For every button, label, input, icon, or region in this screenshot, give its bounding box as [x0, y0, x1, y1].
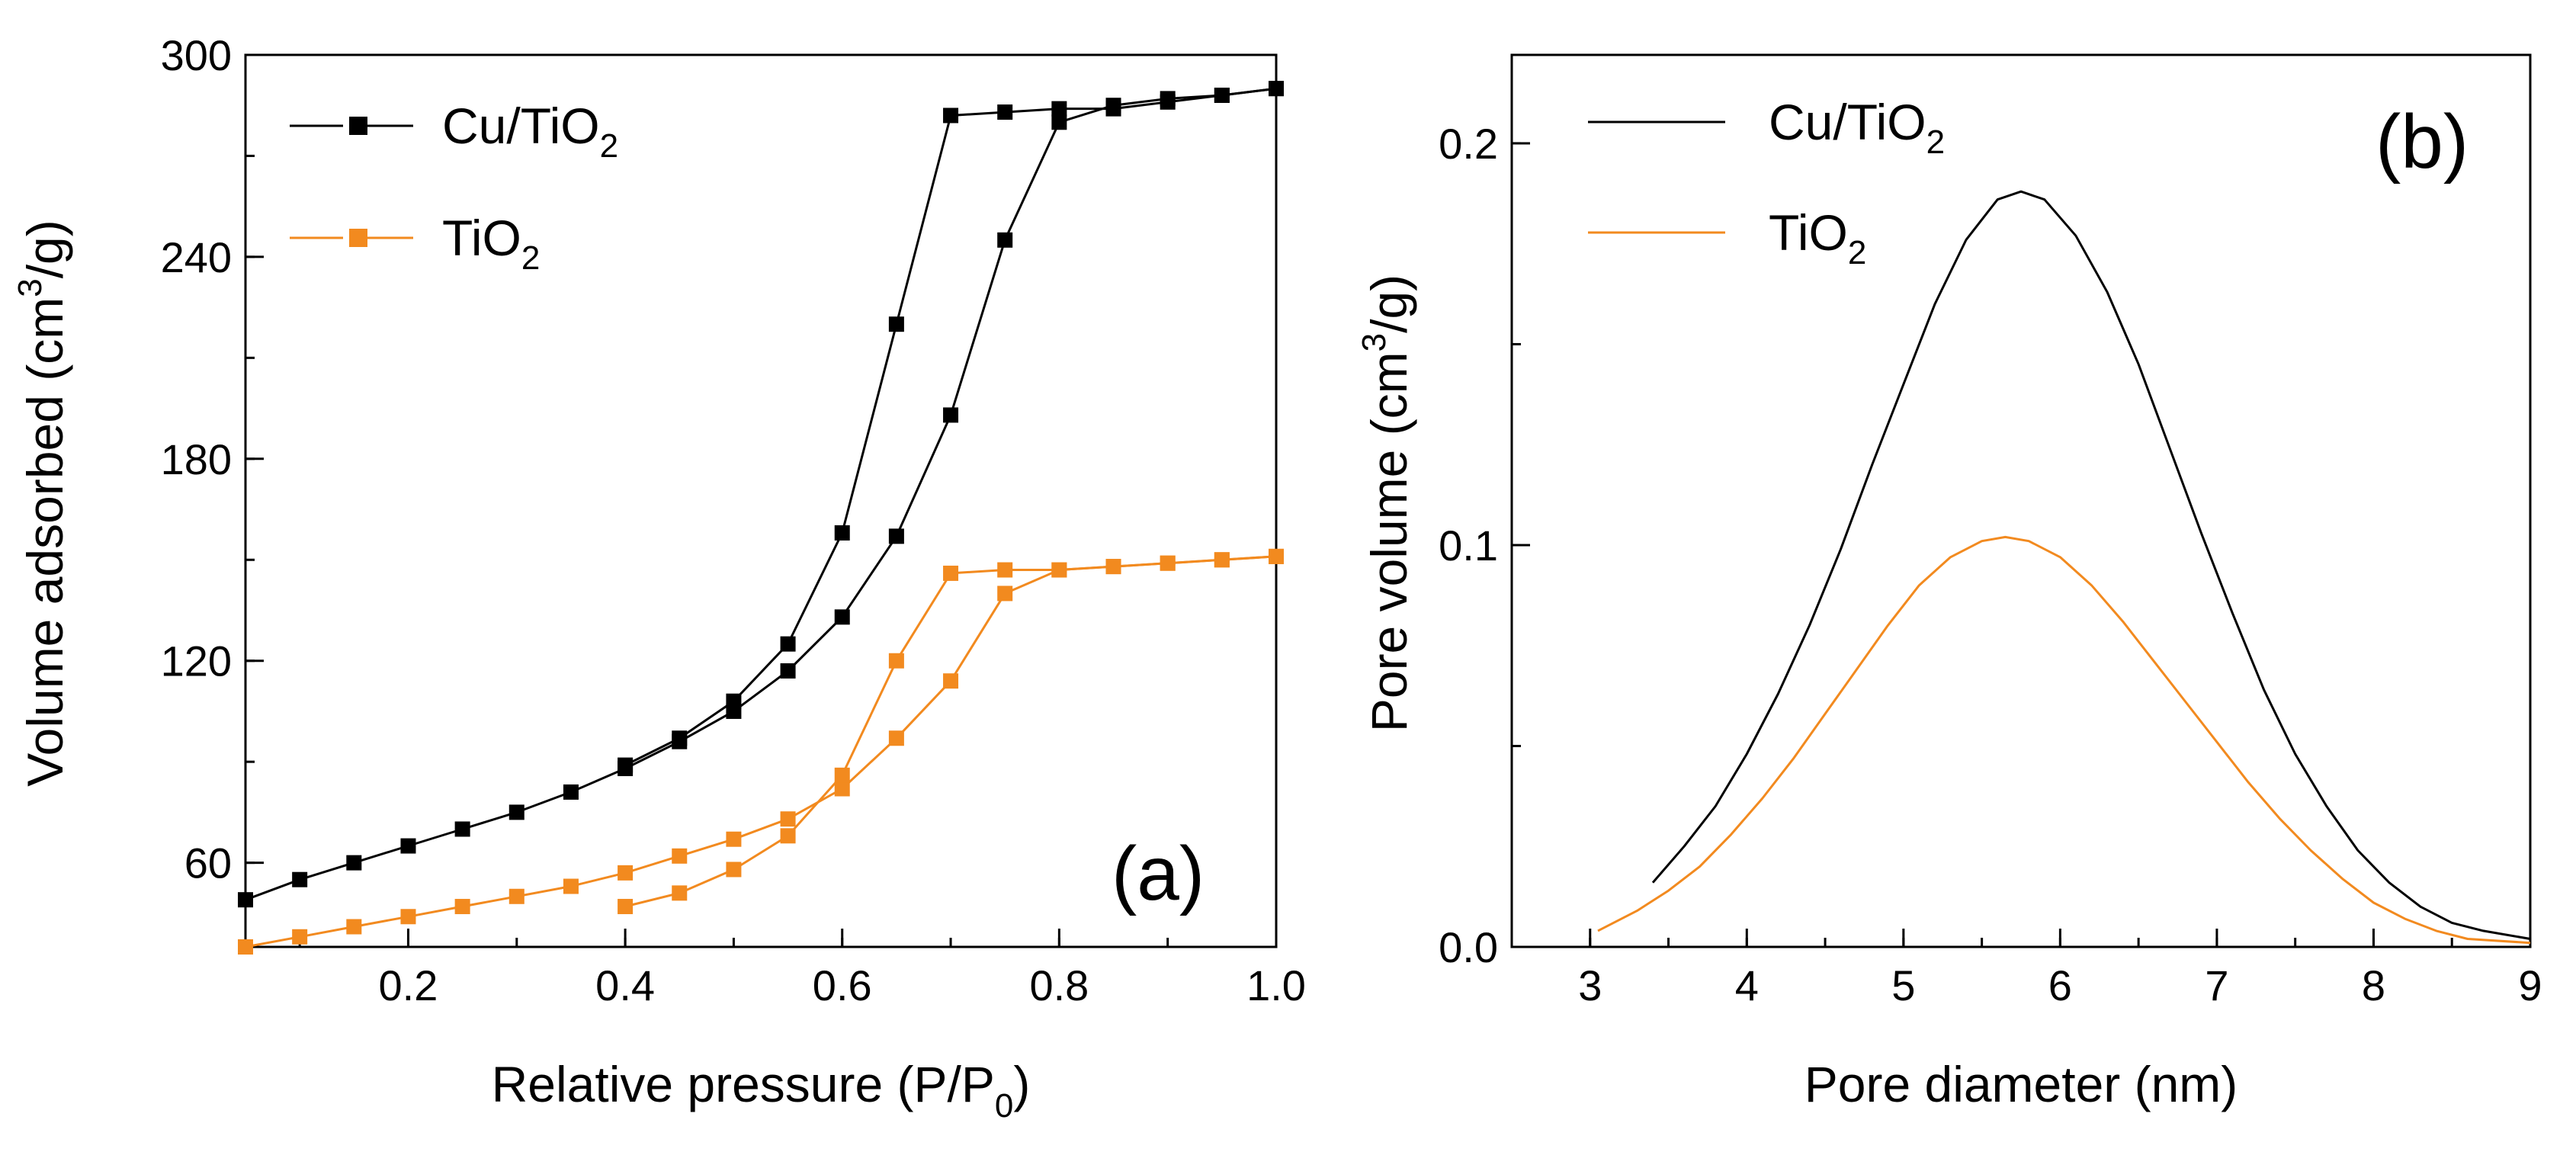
panel-a-data-point — [508, 804, 525, 820]
panel-a-data-point — [997, 232, 1013, 248]
panel-a-data-point — [888, 316, 904, 332]
panel-a-y-tick-label: 180 — [161, 435, 232, 483]
panel-a-x-tick-label: 1.0 — [1246, 961, 1306, 1009]
panel-a-data-point — [1051, 114, 1067, 130]
panel-a-data-point — [943, 407, 959, 423]
panel-a-data-point — [888, 730, 904, 746]
panel-a-data-point — [672, 730, 688, 746]
panel-a-data-point — [346, 919, 362, 935]
panel-a-data-point — [672, 848, 688, 864]
panel-a-series-line — [245, 87, 1277, 901]
panel-b-x-tick-label: 9 — [2518, 961, 2542, 1009]
panel-a-y-axis-title: Volume adsorbed (cm3/g) — [11, 220, 73, 787]
panel-b-x-axis-title: Pore diameter (nm) — [1804, 1056, 2238, 1112]
panel-a-data-point — [618, 899, 634, 915]
panel-a-data-point — [292, 871, 308, 887]
panel-a-x-tick-label: 0.2 — [379, 961, 438, 1009]
legend-a-cu-marker — [349, 117, 367, 135]
panel-a-data-point — [1214, 552, 1230, 568]
panel-b-y-tick-label: 0.0 — [1439, 923, 1498, 971]
panel-a-data-point — [726, 693, 742, 709]
panel-b-series-line — [1651, 190, 2531, 940]
panel-a-data-point — [1214, 87, 1230, 103]
panel-a-data-point — [508, 888, 525, 904]
panel-a-data-point — [618, 865, 634, 881]
panel-a-data-point — [238, 892, 253, 908]
panel-a-data-point — [780, 828, 796, 844]
panel-a-data-point — [888, 528, 904, 544]
panel-b-letter: (b) — [2376, 99, 2469, 185]
panel-a-legend: Cu/TiO2 TiO2 — [290, 98, 618, 277]
panel-a-data-point — [780, 636, 796, 652]
panel-a-y-tick-label: 240 — [161, 233, 232, 281]
panel-a-y-tick-label: 120 — [161, 637, 232, 685]
panel-b-x-tick-label: 7 — [2205, 961, 2228, 1009]
panel-b-y-tick-label: 0.1 — [1439, 521, 1498, 570]
panel-a-data-point — [672, 885, 688, 901]
panel-a-data-point — [943, 107, 959, 124]
panel-a-data-point — [400, 838, 416, 854]
legend-a-tio2-label: TiO2 — [442, 210, 540, 277]
panel-a-data-point — [292, 929, 308, 945]
panel-a-data-point — [834, 781, 850, 797]
panel-b-x-tick-label: 3 — [1578, 961, 1602, 1009]
panel-a-data-point — [997, 562, 1013, 578]
panel-a-data-point — [1269, 81, 1284, 97]
panel-a-y-tick-label: 60 — [184, 839, 232, 887]
panel-a-letter: (a) — [1112, 831, 1205, 916]
panel-a-series-line — [624, 87, 1277, 766]
panel-a-data-point — [1105, 559, 1121, 575]
panel-b-plot-frame — [1510, 53, 2532, 948]
panel-a-data-point — [454, 821, 470, 837]
panel-b-x-tick-label: 6 — [2048, 961, 2072, 1009]
panel-a-data-point — [1051, 562, 1067, 578]
panel-a-data-point — [1051, 101, 1067, 117]
panel-b-x-tick-label: 8 — [2362, 961, 2385, 1009]
panel-b-x-tick-label: 4 — [1735, 961, 1759, 1009]
panel-a-data-point — [454, 899, 470, 915]
panel-a-data-point — [1269, 548, 1284, 564]
panel-a-data-point — [943, 673, 959, 689]
panel-a-data-point — [943, 565, 959, 581]
panel-a-data-point — [888, 653, 904, 669]
legend-b-cu-label: Cu/TiO2 — [1769, 94, 1945, 161]
panel-a-data-point — [780, 663, 796, 679]
panel-a-data-point — [834, 609, 850, 625]
panel-a-data-point — [780, 811, 796, 827]
panel-b-y-axis-title: Pore volume (cm3/g) — [1355, 274, 1417, 732]
legend-a-cu-label: Cu/TiO2 — [442, 98, 618, 165]
panel-b-x-tick-label: 5 — [1891, 961, 1915, 1009]
panel-a-data-point — [1105, 101, 1121, 117]
panel-a-data-point — [238, 939, 253, 955]
panel-a-data-point — [563, 878, 579, 894]
panel-a-data-point — [563, 784, 579, 800]
panel-b-y-tick-label: 0.2 — [1439, 120, 1498, 168]
panel-a-data-point — [834, 767, 850, 783]
panel-a-x-tick-label: 0.4 — [595, 961, 655, 1009]
legend-a-tio2-marker — [349, 229, 367, 247]
panel-a-chart: 0.2 0.4 0.6 0.8 1.0 60 120 180 240 300 Cu/TiO2 T… — [11, 31, 1306, 1125]
panel-b-series-line — [1597, 535, 2531, 945]
panel-a-x-axis-title: Relative pressure (P/P0) — [492, 1056, 1031, 1125]
legend-b-tio2-label: TiO2 — [1769, 204, 1866, 271]
panel-a-data-point — [997, 586, 1013, 602]
panel-b-chart: 3 4 5 6 7 8 9 0.0 0.1 0.2 Cu/TiO2 TiO2 (b) Pore … — [1355, 53, 2542, 1112]
panel-a-x-tick-label: 0.6 — [813, 961, 872, 1009]
panel-a-data-point — [834, 525, 850, 541]
panel-b-legend: Cu/TiO2 TiO2 — [1588, 94, 1945, 271]
panel-a-data-point — [726, 831, 742, 847]
panel-a-data-point — [997, 104, 1013, 120]
panel-a-data-point — [1160, 555, 1176, 571]
panel-a-data-point — [726, 862, 742, 878]
panel-a-y-tick-label: 300 — [161, 31, 232, 79]
panel-a-data-point — [1160, 94, 1176, 110]
panel-a-data-point — [346, 855, 362, 871]
panel-a-x-tick-label: 0.8 — [1029, 961, 1089, 1009]
panel-a-data-point — [400, 909, 416, 925]
panel-a-plot-frame — [244, 53, 1278, 948]
panel-a-data-point — [618, 757, 634, 773]
